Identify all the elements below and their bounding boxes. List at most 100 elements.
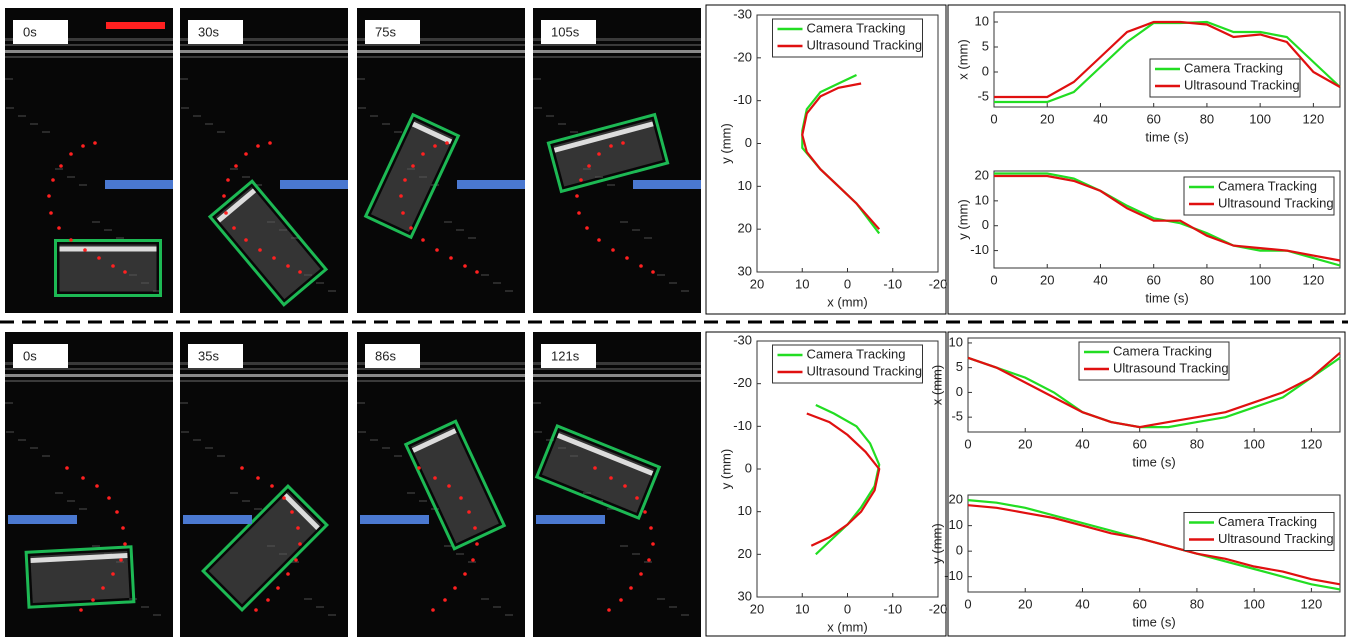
time-label: 35s: [198, 348, 219, 363]
trajectory-dot: [286, 264, 290, 268]
trajectory-dot: [268, 141, 272, 145]
x-tick-label: 0: [990, 272, 997, 287]
trajectory-dot: [577, 211, 581, 215]
tissue-band: [180, 368, 348, 370]
trajectory-dot: [290, 510, 294, 514]
speckle: [92, 545, 100, 547]
trajectory-dot: [473, 526, 477, 530]
needle-echo: [60, 245, 157, 292]
speckle: [242, 176, 250, 178]
probe-marker: [105, 180, 173, 189]
tissue-band: [533, 56, 701, 58]
speckle: [493, 606, 501, 608]
tissue-band: [357, 368, 525, 370]
speckle: [104, 229, 112, 231]
trajectory-dot: [119, 558, 123, 562]
trajectory-dot: [593, 466, 597, 470]
trajectory-dot: [69, 152, 73, 156]
trajectory-dot: [445, 141, 449, 145]
speckle: [657, 598, 665, 600]
trajectory-dot: [234, 164, 238, 168]
speckle: [79, 184, 87, 186]
trajectory-dot: [115, 510, 119, 514]
time-label: 105s: [551, 24, 580, 39]
x-tick-label: -20: [929, 276, 948, 291]
speckle: [534, 107, 542, 109]
legend-label: Ultrasound Tracking: [1184, 77, 1300, 92]
y-tick-label: 0: [982, 63, 989, 78]
trajectory-dot: [635, 496, 639, 500]
y-tick-label: 5: [956, 359, 963, 374]
trajectory-dot: [409, 226, 413, 230]
speckle: [153, 614, 161, 616]
trajectory-dot: [575, 194, 579, 198]
probe-marker: [8, 515, 77, 524]
x-tick-label: 60: [1132, 436, 1146, 451]
speckle: [30, 447, 38, 449]
trajectory-dot: [431, 608, 435, 612]
trajectory-dot: [49, 211, 53, 215]
speckle: [444, 221, 452, 223]
y-tick-label: -30: [733, 332, 752, 347]
legend-label: Ultrasound Tracking: [1218, 531, 1334, 546]
time-label: 30s: [198, 24, 219, 39]
speckle: [230, 168, 238, 170]
legend-label: Camera Tracking: [807, 20, 906, 35]
x-axis-label: x (mm): [827, 294, 867, 309]
ultrasound-frame: 121s: [533, 332, 701, 637]
y-tick-label: 0: [956, 384, 963, 399]
speckle: [533, 402, 541, 404]
trajectory-dot: [417, 466, 421, 470]
speckle: [316, 282, 324, 284]
x-tick-label: 100: [1243, 596, 1265, 611]
tissue-band: [180, 56, 348, 58]
trajectory-dot: [621, 141, 625, 145]
speckle: [681, 290, 689, 292]
y-tick-label: -10: [970, 242, 989, 257]
speckle: [669, 282, 677, 284]
trajectory-dot: [121, 526, 125, 530]
trajectory-dot: [411, 164, 415, 168]
ultrasound-frame: 75s: [357, 8, 525, 313]
x-tick-label: 80: [1190, 596, 1204, 611]
x-tick-label: 0: [990, 111, 997, 126]
trajectory-dot: [471, 558, 475, 562]
trajectory-dot: [623, 484, 627, 488]
y-tick-label: -10: [733, 92, 752, 107]
speckle: [6, 431, 14, 433]
probe-marker: [536, 515, 605, 524]
legend-label: Camera Tracking: [1113, 343, 1212, 358]
trajectory-dot: [403, 178, 407, 182]
tissue-band: [357, 56, 525, 58]
legend-label: Ultrasound Tracking: [807, 37, 923, 52]
probe-marker: [360, 515, 429, 524]
probe-marker: [457, 180, 525, 189]
y-tick-label: 5: [982, 38, 989, 53]
speckle: [92, 221, 100, 223]
trajectory-dot: [222, 194, 226, 198]
x-tick-label: 60: [1132, 596, 1146, 611]
trajectory-dot: [123, 542, 127, 546]
y-tick-label: 30: [738, 588, 752, 603]
tissue-band: [5, 44, 173, 46]
tissue-band: [357, 374, 525, 377]
trajectory-dot: [69, 238, 73, 242]
trajectory-dot: [81, 144, 85, 148]
speckle: [180, 402, 188, 404]
trajectory-dot: [244, 152, 248, 156]
speckle: [669, 606, 677, 608]
speckle: [328, 614, 336, 616]
speckle: [456, 553, 464, 555]
time-label: 86s: [375, 348, 396, 363]
x-tick-label: 20: [1040, 272, 1054, 287]
speckle: [382, 447, 390, 449]
speckle: [67, 176, 75, 178]
speckle: [394, 455, 402, 457]
trajectory-dot: [232, 226, 236, 230]
x-axis-label: x (mm): [827, 619, 867, 634]
trajectory-dot: [611, 248, 615, 252]
y-tick-label: 10: [949, 334, 963, 349]
ultrasound-frame: 0s: [5, 8, 173, 313]
legend-label: Camera Tracking: [1218, 514, 1317, 529]
x-axis-label: time (s): [1145, 290, 1188, 305]
